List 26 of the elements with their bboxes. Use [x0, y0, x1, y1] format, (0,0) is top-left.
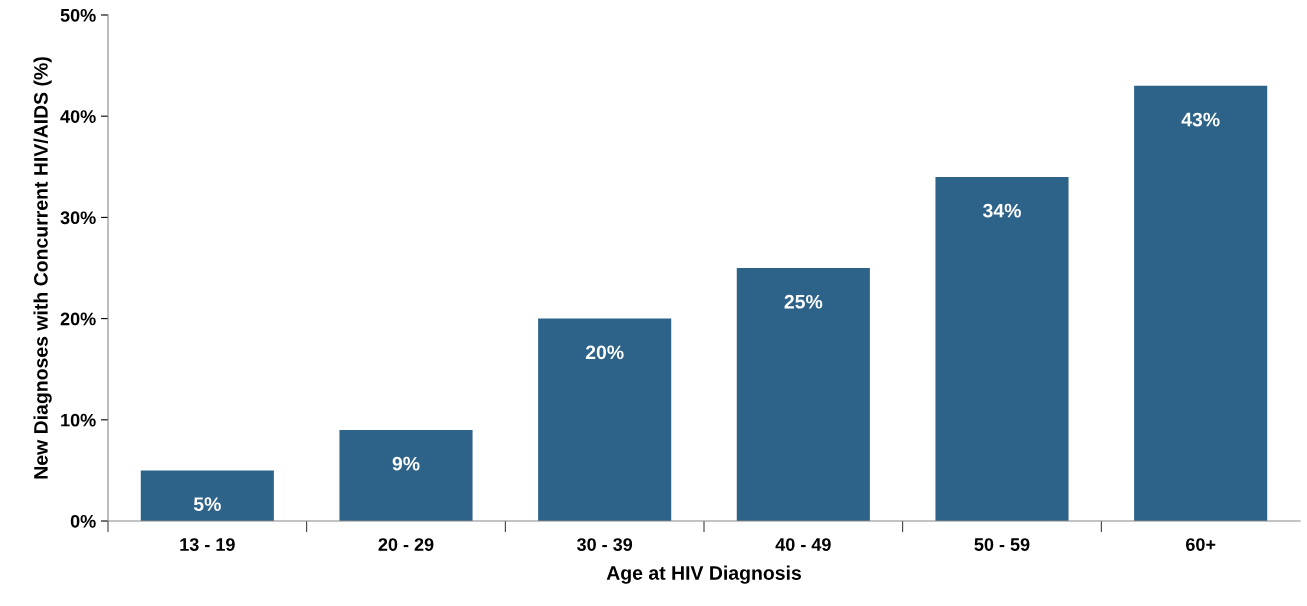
y-tick-label: 40%: [60, 110, 96, 123]
x-tick-label: 30 - 39: [576, 538, 633, 551]
bar: [140, 470, 274, 521]
y-tick-label: 10%: [61, 413, 96, 427]
bar: [538, 318, 672, 521]
data-label: 25%: [784, 294, 823, 309]
y-tick-label: 0%: [70, 514, 96, 528]
x-tick-label: 40 - 49: [775, 538, 831, 551]
bar: [339, 429, 473, 521]
y-tick-label: 50%: [60, 8, 96, 22]
x-tick-label: 13 - 19: [180, 538, 235, 551]
y-tick-label: 30%: [60, 211, 96, 225]
bar: [935, 176, 1069, 521]
data-label: 20%: [585, 345, 624, 360]
bar: [736, 268, 870, 521]
bar: [1134, 85, 1268, 521]
data-label: 9%: [392, 456, 420, 471]
data-label: 5%: [193, 497, 221, 511]
x-tick-label: 60+: [1186, 538, 1216, 551]
data-label: 34%: [982, 203, 1021, 218]
y-axis-title: New Diagnoses with Concurrent HIV/AIDS (%): [33, 57, 52, 479]
x-tick-label: 20 - 29: [378, 538, 434, 551]
data-label: 43%: [1181, 112, 1220, 127]
y-tick-label: 20%: [60, 312, 96, 326]
x-axis-title: Age at HIV Diagnosis: [606, 565, 801, 584]
x-tick-label: 50 - 59: [974, 538, 1030, 551]
